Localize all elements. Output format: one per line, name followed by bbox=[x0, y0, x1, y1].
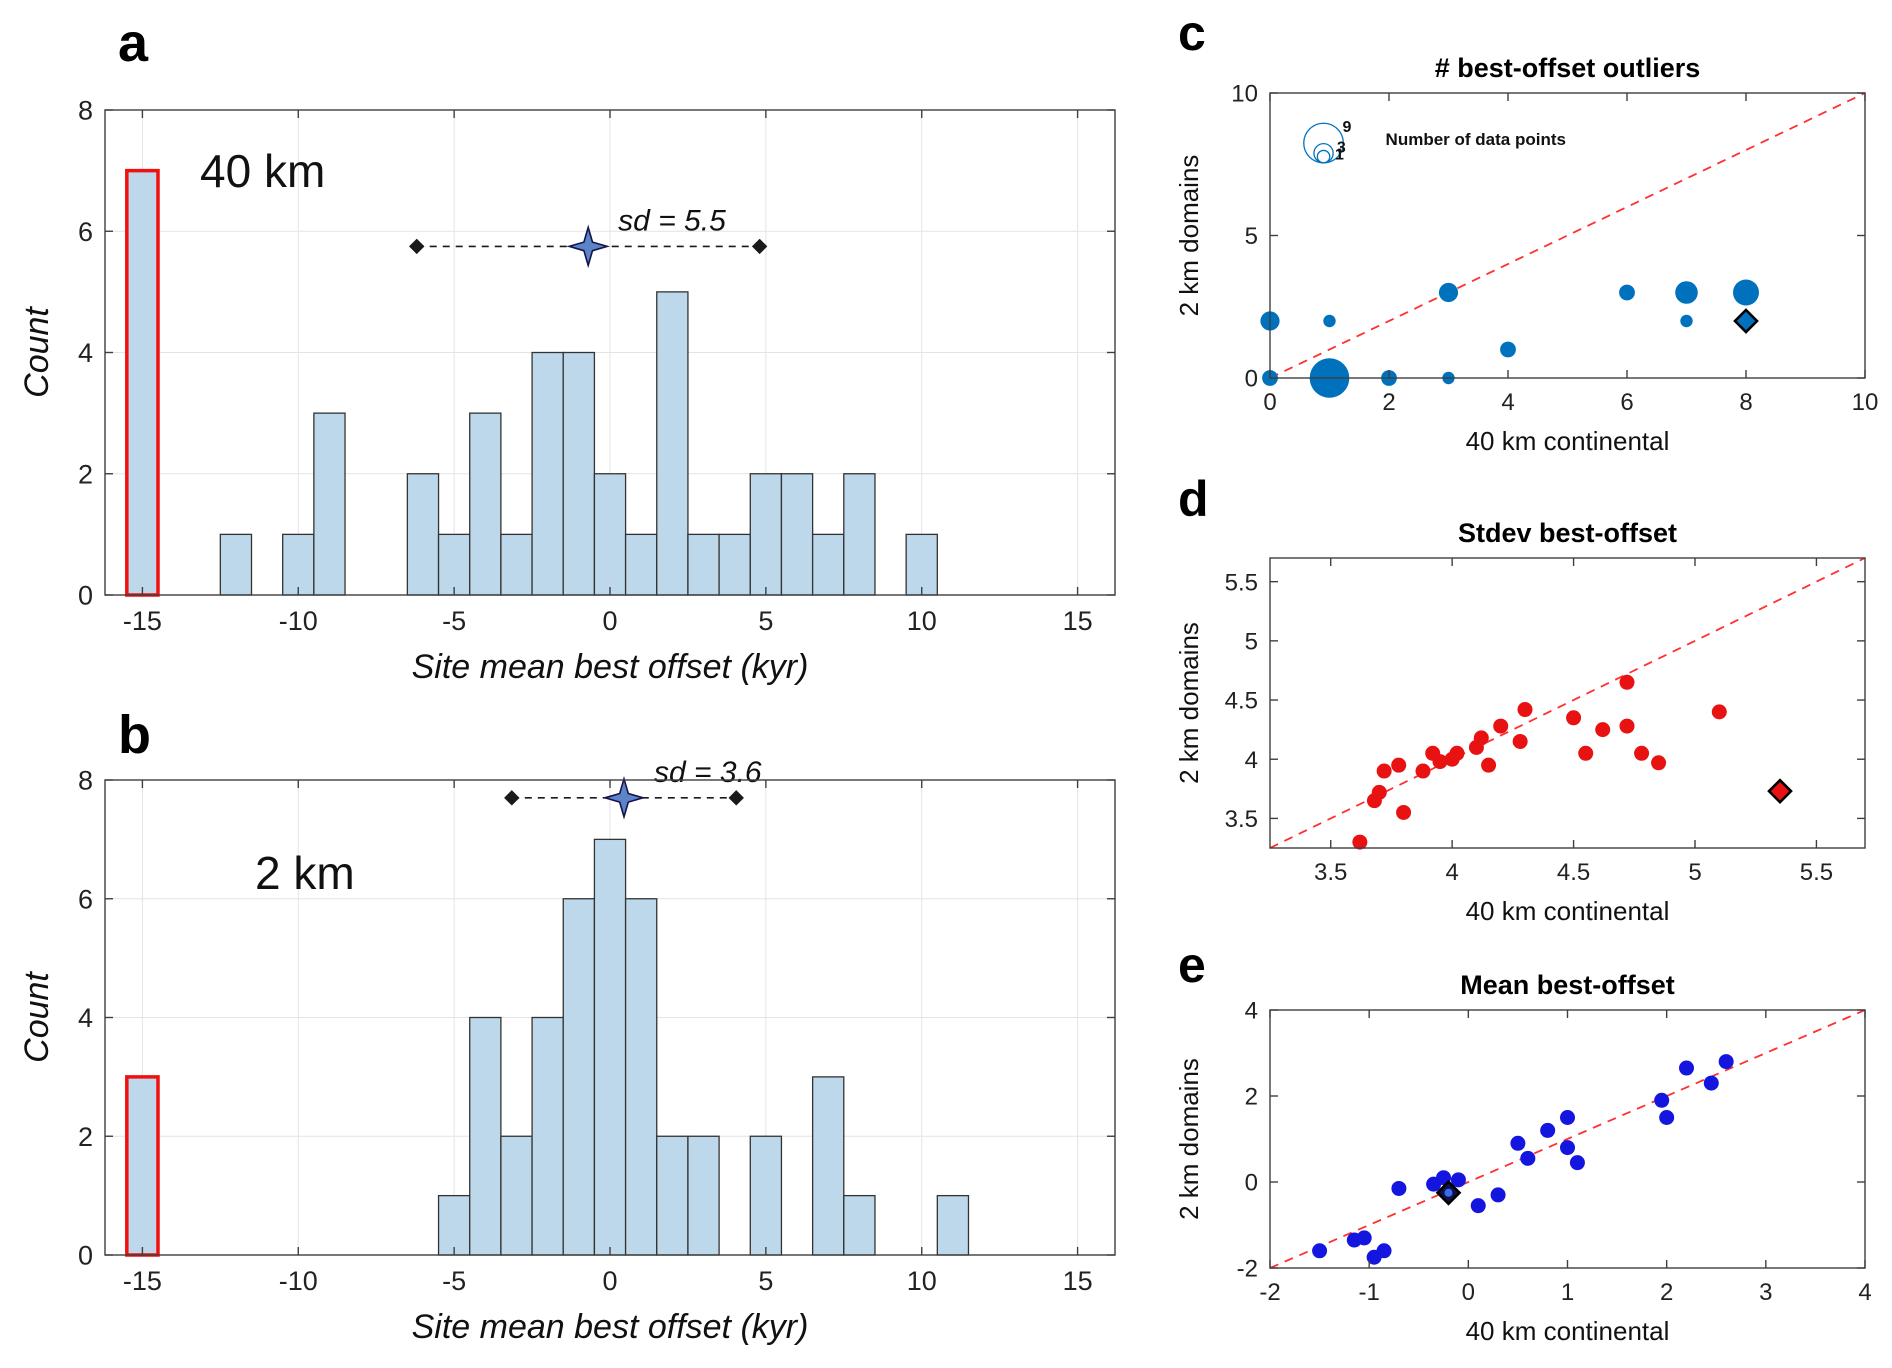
bubble-chart-outliers: 9 3 1 Number of data points 0 2 4 6 8 10 0 5 10 40 km… bbox=[1170, 8, 1882, 470]
svg-text:40 km continental: 40 km continental bbox=[1466, 896, 1670, 926]
svg-text:2: 2 bbox=[1382, 389, 1395, 416]
domain-label-40km: 40 km bbox=[200, 145, 326, 197]
svg-text:-15: -15 bbox=[123, 606, 162, 636]
svg-text:sd = 3.6: sd = 3.6 bbox=[654, 756, 762, 789]
svg-text:4: 4 bbox=[1445, 859, 1458, 886]
svg-text:3.5: 3.5 bbox=[1225, 806, 1258, 833]
chart-svg: sd = 3.6 -15 -10 -5 0 5 10 15 0 2 4 6 8 Site mean bes… bbox=[18, 756, 1116, 1346]
svg-text:-1: -1 bbox=[1358, 1279, 1379, 1306]
scatter-chart-mean: -2 -1 0 1 2 3 4 -2 0 2 4 40 km continental 2 km doma… bbox=[1170, 948, 1882, 1363]
svg-text:40 km continental: 40 km continental bbox=[1466, 1316, 1670, 1346]
svg-text:2 km domains: 2 km domains bbox=[1174, 155, 1204, 317]
svg-text:5: 5 bbox=[1245, 223, 1258, 250]
svg-text:4: 4 bbox=[78, 338, 93, 368]
svg-text:-2: -2 bbox=[1237, 1256, 1258, 1283]
svg-text:0: 0 bbox=[78, 581, 93, 611]
svg-text:15: 15 bbox=[1063, 1266, 1093, 1296]
chart-svg: -2 -1 0 1 2 3 4 -2 0 2 4 40 km continental 2 km doma… bbox=[1174, 970, 1872, 1346]
svg-text:-2: -2 bbox=[1259, 1279, 1280, 1306]
svg-text:0: 0 bbox=[1462, 1279, 1475, 1306]
svg-text:# best-offset outliers: # best-offset outliers bbox=[1435, 53, 1701, 83]
svg-text:2: 2 bbox=[78, 1122, 93, 1152]
histogram-40km: sd = 5.5 -15 -10 -5 0 5 10 15 0 2 4 6 8 Site mean bes… bbox=[10, 10, 1160, 700]
svg-text:Stdev best-offset: Stdev best-offset bbox=[1458, 518, 1677, 548]
svg-text:0: 0 bbox=[602, 1266, 617, 1296]
scatter-chart-stdev: 3.5 4 4.5 5 5.5 3.5 4 4.5 5 5.5 40 km continental 2… bbox=[1170, 478, 1882, 943]
svg-text:6: 6 bbox=[78, 884, 93, 914]
panel-letter-e: e bbox=[1178, 937, 1206, 993]
svg-text:2: 2 bbox=[1660, 1279, 1673, 1306]
svg-text:Count: Count bbox=[18, 971, 56, 1063]
svg-text:2 km domains: 2 km domains bbox=[1174, 1058, 1204, 1220]
svg-text:4: 4 bbox=[1858, 1279, 1871, 1306]
svg-text:10: 10 bbox=[1231, 81, 1258, 108]
svg-text:5.5: 5.5 bbox=[1225, 569, 1258, 596]
domain-label-2km: 2 km bbox=[255, 847, 355, 899]
svg-text:4: 4 bbox=[78, 1003, 93, 1033]
svg-text:2: 2 bbox=[78, 459, 93, 489]
svg-text:8: 8 bbox=[1739, 389, 1752, 416]
svg-text:15: 15 bbox=[1063, 606, 1093, 636]
panel-letter-a: a bbox=[118, 13, 149, 73]
svg-text:-10: -10 bbox=[279, 606, 318, 636]
svg-text:5: 5 bbox=[1688, 859, 1701, 886]
svg-text:8: 8 bbox=[78, 96, 93, 126]
svg-text:4.5: 4.5 bbox=[1557, 859, 1590, 886]
svg-text:0: 0 bbox=[78, 1241, 93, 1271]
svg-text:3.5: 3.5 bbox=[1314, 859, 1347, 886]
svg-text:sd = 5.5: sd = 5.5 bbox=[618, 204, 726, 237]
panel-letter-c: c bbox=[1178, 5, 1206, 61]
svg-text:5: 5 bbox=[1245, 628, 1258, 655]
svg-text:3: 3 bbox=[1759, 1279, 1772, 1306]
svg-text:4.5: 4.5 bbox=[1225, 688, 1258, 715]
svg-text:10: 10 bbox=[1852, 389, 1879, 416]
svg-text:Number of data points: Number of data points bbox=[1386, 130, 1566, 149]
svg-text:Site mean best offset (kyr): Site mean best offset (kyr) bbox=[412, 1308, 809, 1346]
svg-text:4: 4 bbox=[1245, 998, 1258, 1025]
chart-svg: sd = 5.5 -15 -10 -5 0 5 10 15 0 2 4 6 8 Site mean bes… bbox=[18, 96, 1116, 686]
svg-text:10: 10 bbox=[907, 606, 937, 636]
svg-text:4: 4 bbox=[1245, 747, 1258, 774]
svg-text:-10: -10 bbox=[279, 1266, 318, 1296]
svg-text:6: 6 bbox=[1620, 389, 1633, 416]
svg-text:0: 0 bbox=[602, 606, 617, 636]
svg-text:5.5: 5.5 bbox=[1800, 859, 1833, 886]
svg-text:-5: -5 bbox=[442, 1266, 466, 1296]
chart-svg: 9 31 Number of data points 0 2 4 6 8 10 0 5 10 40 km… bbox=[1174, 53, 1879, 456]
svg-text:4: 4 bbox=[1501, 389, 1514, 416]
svg-text:3: 3 bbox=[1337, 140, 1346, 157]
svg-text:-5: -5 bbox=[442, 606, 466, 636]
panel-letter-b: b bbox=[118, 705, 151, 765]
svg-text:2 km domains: 2 km domains bbox=[1174, 622, 1204, 784]
svg-text:1: 1 bbox=[1561, 1279, 1574, 1306]
svg-text:10: 10 bbox=[907, 1266, 937, 1296]
panel-letter-d: d bbox=[1178, 471, 1209, 527]
svg-text:-15: -15 bbox=[123, 1266, 162, 1296]
svg-text:8: 8 bbox=[78, 766, 93, 796]
svg-text:5: 5 bbox=[758, 606, 773, 636]
svg-text:Count: Count bbox=[18, 306, 56, 398]
svg-text:Site mean best offset (kyr): Site mean best offset (kyr) bbox=[412, 648, 809, 686]
svg-text:1: 1 bbox=[1335, 146, 1344, 163]
histogram-2km: sd = 3.6 -15 -10 -5 0 5 10 15 0 2 4 6 8 Site mean bes… bbox=[10, 705, 1160, 1360]
svg-text:40 km continental: 40 km continental bbox=[1466, 426, 1670, 456]
svg-text:2: 2 bbox=[1245, 1084, 1258, 1111]
svg-text:5: 5 bbox=[758, 1266, 773, 1296]
svg-text:6: 6 bbox=[78, 217, 93, 247]
svg-text:0: 0 bbox=[1245, 1170, 1258, 1197]
svg-text:9: 9 bbox=[1342, 119, 1351, 136]
chart-svg: 3.5 4 4.5 5 5.5 3.5 4 4.5 5 5.5 40 km continental 2… bbox=[1174, 518, 1866, 926]
svg-text:Mean best-offset: Mean best-offset bbox=[1460, 970, 1675, 1000]
svg-text:0: 0 bbox=[1263, 389, 1276, 416]
svg-text:0: 0 bbox=[1245, 366, 1258, 393]
